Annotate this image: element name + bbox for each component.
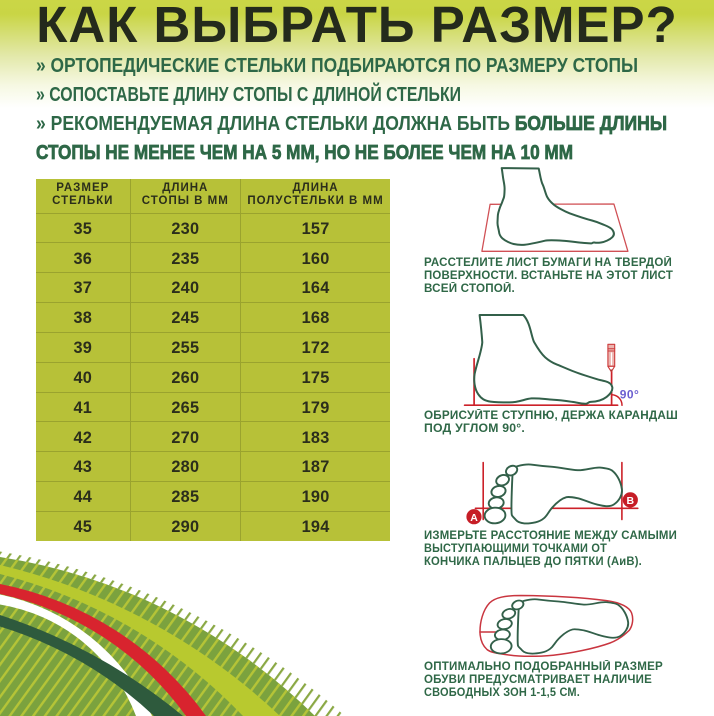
svg-text:90°: 90° bbox=[620, 388, 639, 402]
svg-text:B: B bbox=[627, 495, 635, 507]
svg-text:A: A bbox=[470, 512, 478, 524]
